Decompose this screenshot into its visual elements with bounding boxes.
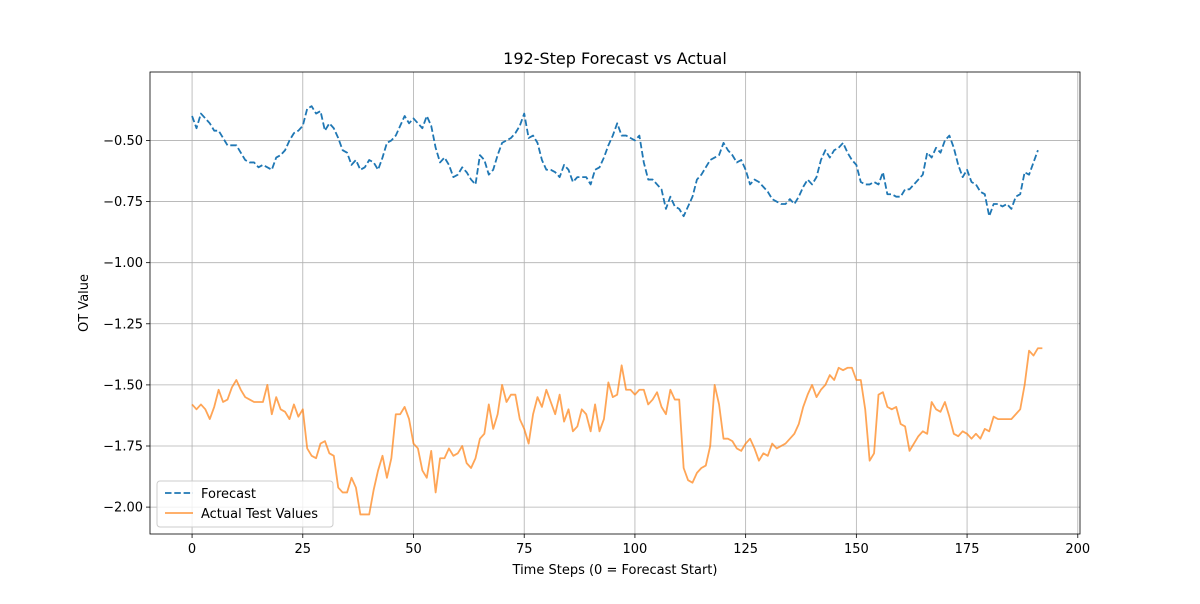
- x-tick-label: 0: [188, 542, 196, 557]
- x-tick-label: 175: [955, 542, 980, 557]
- grid-lines: [150, 72, 1080, 534]
- legend-box: [156, 480, 334, 528]
- y-tick-label: −0.75: [103, 195, 143, 210]
- legend: Forecast Actual Test Values: [156, 480, 334, 528]
- x-tick-label: 100: [623, 542, 648, 557]
- y-tick-label: −0.50: [103, 134, 143, 149]
- x-tick-label: 200: [1065, 542, 1090, 557]
- y-tick-label: −1.25: [103, 317, 143, 332]
- y-tick-label: −1.00: [103, 256, 143, 271]
- x-axis-label: Time Steps (0 = Forecast Start): [512, 563, 718, 578]
- legend-label-forecast: Forecast: [201, 487, 256, 502]
- y-tick-label: −1.50: [103, 378, 143, 393]
- x-tick-label: 125: [733, 542, 758, 557]
- y-tick-label: −1.75: [103, 440, 143, 455]
- y-axis-label: OT Value: [77, 274, 92, 332]
- x-tick-label: 25: [295, 542, 312, 557]
- x-tick-label: 150: [844, 542, 869, 557]
- actual-test-values-line: [191, 347, 1043, 516]
- y-axis-ticks: −0.50 −0.75 −1.00 −1.25 −1.50 −1.75 −2.00: [103, 134, 150, 516]
- chart-title: 192-Step Forecast vs Actual: [503, 49, 727, 68]
- legend-label-actual: Actual Test Values: [201, 507, 318, 522]
- x-tick-label: 50: [405, 542, 422, 557]
- x-tick-label: 75: [516, 542, 533, 557]
- x-axis-ticks: 0 25 50 75 100 125 150 175 200: [188, 534, 1090, 557]
- y-tick-label: −2.00: [103, 501, 143, 516]
- series-group: [191, 105, 1043, 516]
- forecast-line: [191, 105, 1039, 218]
- plot-area-frame: [149, 71, 1081, 535]
